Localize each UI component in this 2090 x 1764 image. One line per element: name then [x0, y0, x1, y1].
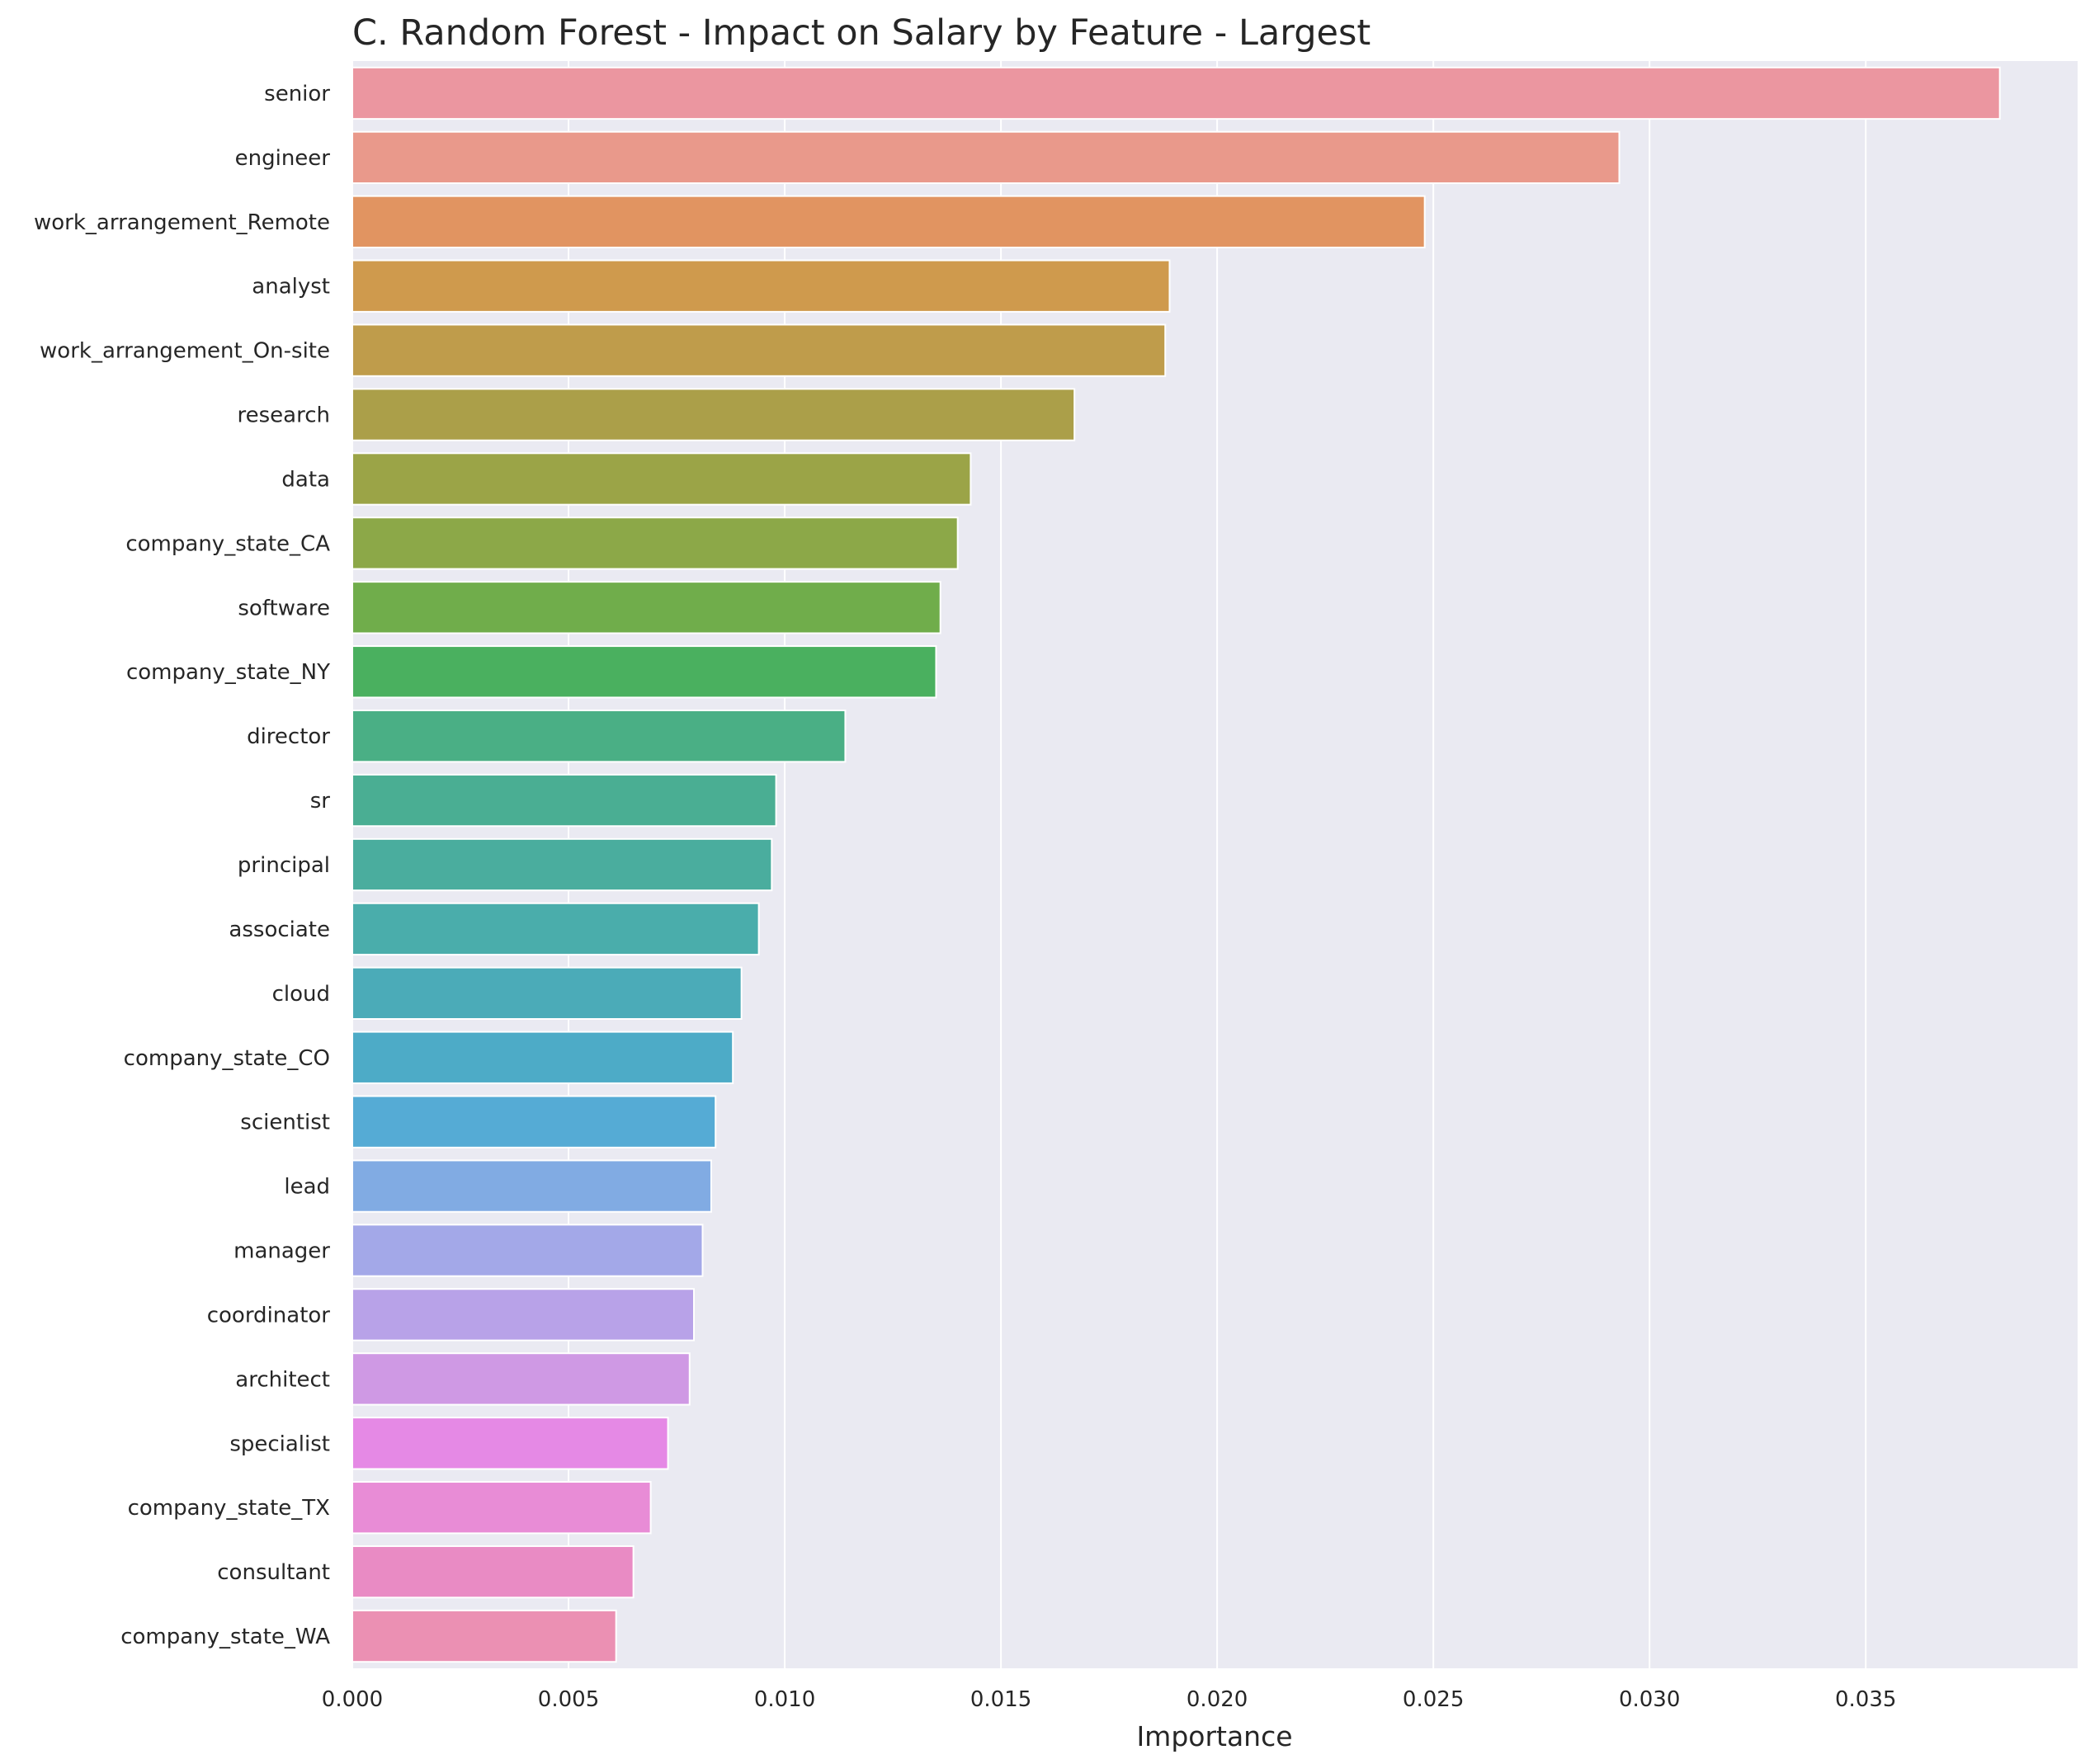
bar-company-state-ca [351, 516, 959, 570]
y-tick-label: work_arrangement_On-site [40, 339, 330, 364]
y-tick-label: coordinator [207, 1303, 331, 1328]
y-tick-label: company_state_WA [120, 1625, 330, 1649]
bar-coordinator [351, 1288, 696, 1342]
y-tick-label: scientist [240, 1111, 330, 1135]
x-axis-tick-labels: 0.000 0.005 0.010 0.015 0.020 0.025 0.030 0.035 [322, 1687, 1897, 1712]
y-tick-label: sr [310, 789, 331, 814]
chart-title: C. Random Forest - Impact on Salary by F… [352, 12, 1371, 54]
bar-research [351, 388, 1076, 441]
bar-company-state-ny [351, 645, 937, 699]
bar-cloud [351, 966, 743, 1021]
y-tick-label: associate [229, 917, 330, 942]
bar-scientist [351, 1095, 717, 1148]
bar-data [351, 452, 972, 506]
bar-analyst [351, 259, 1171, 313]
y-tick-label: research [238, 403, 330, 428]
y-tick-label: software [238, 596, 330, 620]
y-tick-label: analyst [252, 275, 330, 300]
bar-consultant [351, 1545, 635, 1599]
x-tick-label: 0.020 [1187, 1687, 1248, 1712]
x-tick-label: 0.035 [1835, 1687, 1896, 1712]
bar-software [351, 581, 941, 634]
bar-manager [351, 1224, 704, 1277]
bar-sr [351, 773, 777, 828]
x-tick-label: 0.000 [322, 1687, 383, 1712]
x-tick-label: 0.030 [1619, 1687, 1680, 1712]
y-tick-label: principal [238, 853, 330, 878]
y-axis-tick-labels: senior engineer work_arrangement_Remoteana… [34, 82, 330, 1649]
bar-company-state-wa [351, 1609, 617, 1663]
y-tick-label: specialist [229, 1431, 330, 1456]
bar-director [351, 709, 847, 763]
y-tick-label: cloud [272, 982, 330, 1007]
bar-principal [351, 837, 773, 892]
x-tick-label: 0.010 [754, 1687, 815, 1712]
bar-work-arrangement-on-site [351, 323, 1167, 377]
bar-architect [351, 1352, 691, 1406]
y-tick-label: company_state_CO [124, 1046, 330, 1071]
x-tick-label: 0.025 [1403, 1687, 1464, 1712]
bars [351, 66, 2001, 1663]
y-tick-label: architect [235, 1367, 330, 1392]
y-tick-label: company_state_NY [126, 660, 330, 685]
y-tick-label: manager [234, 1239, 330, 1264]
bar-work-arrangement-remote [351, 195, 1426, 248]
bar-lead [351, 1159, 712, 1213]
y-tick-label: work_arrangement_Remote [34, 210, 330, 235]
bar-senior [351, 66, 2001, 120]
bar-engineer [351, 130, 1621, 185]
y-tick-label: lead [284, 1175, 330, 1200]
y-tick-label: data [281, 467, 330, 492]
y-tick-label: consultant [217, 1560, 330, 1585]
bar-specialist [351, 1417, 669, 1470]
bar-associate [351, 902, 760, 956]
y-tick-label: engineer [235, 146, 331, 171]
x-tick-label: 0.005 [538, 1687, 599, 1712]
y-tick-label: company_state_CA [125, 531, 330, 556]
bar-company-state-co [351, 1031, 734, 1084]
x-axis-label: Importance [1136, 1720, 1292, 1752]
y-tick-label: senior [264, 82, 330, 106]
x-tick-label: 0.015 [970, 1687, 1031, 1712]
y-tick-label: director [247, 724, 330, 749]
bar-company-state-tx [351, 1481, 652, 1535]
y-tick-label: company_state_TX [128, 1496, 330, 1521]
